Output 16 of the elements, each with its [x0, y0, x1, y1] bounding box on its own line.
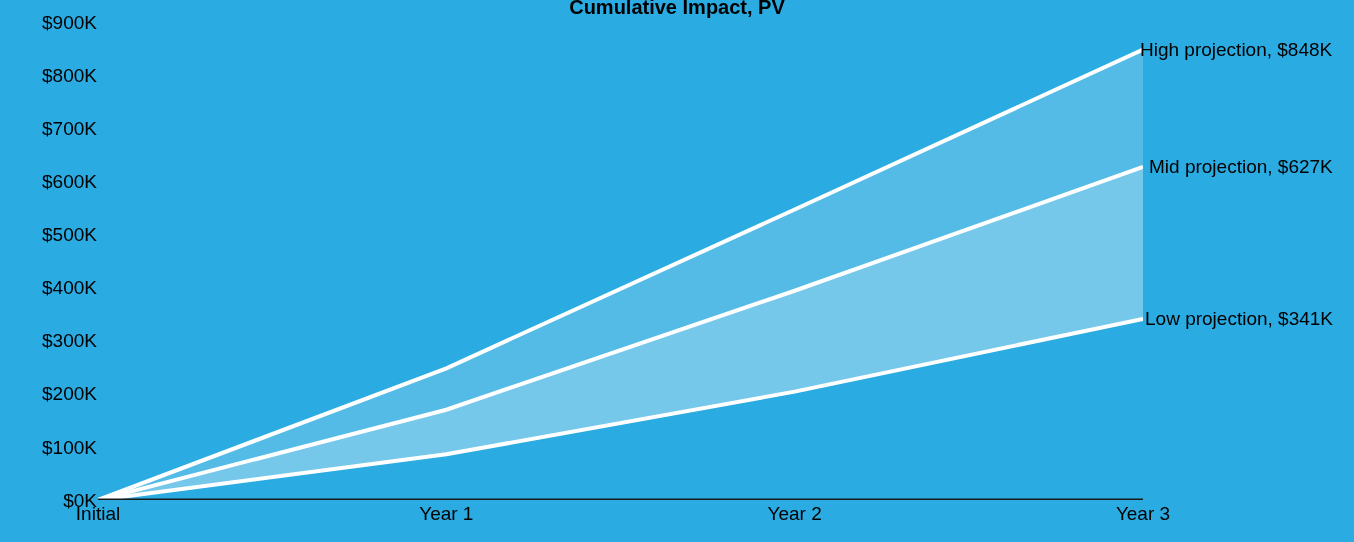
y-tick-label: $400K	[42, 277, 98, 299]
x-tick-label: Year 1	[419, 503, 474, 524]
y-tick-label: $900K	[42, 11, 98, 33]
x-tick-label: Year 3	[1115, 503, 1171, 524]
y-tick-label: $100K	[42, 436, 98, 458]
text: High projection, $848K	[1140, 39, 1333, 60]
y-tick-label: $500K	[42, 224, 98, 246]
text: Low projection, $341K	[1145, 308, 1334, 329]
text: Mid projection, $627K	[1149, 156, 1333, 177]
y-tick-label: $200K	[42, 383, 98, 405]
x-tick-label: Year 2	[767, 503, 822, 524]
y-tick-label: $300K	[42, 330, 98, 352]
y-tick-label: $700K	[42, 117, 98, 139]
y-tick-label: $600K	[42, 170, 98, 192]
y-tick-label: $800K	[42, 64, 98, 86]
chart-title: Cumulative Impact, PV	[569, 0, 786, 18]
